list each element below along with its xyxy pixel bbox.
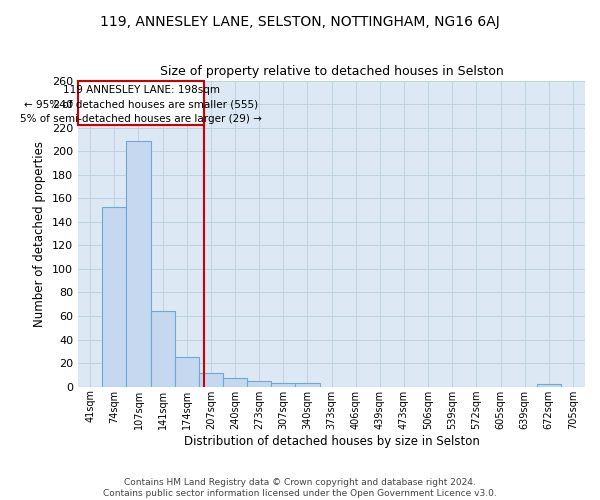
Text: Contains HM Land Registry data © Crown copyright and database right 2024.
Contai: Contains HM Land Registry data © Crown c… [103, 478, 497, 498]
Bar [175, 357, 199, 386]
Bar [223, 378, 247, 386]
Y-axis label: Number of detached properties: Number of detached properties [34, 140, 46, 326]
Bar [271, 383, 295, 386]
Bar [151, 312, 175, 386]
Bar [127, 140, 151, 386]
Text: 5% of semi-detached houses are larger (29) →: 5% of semi-detached houses are larger (2… [20, 114, 262, 124]
Bar [199, 372, 223, 386]
Bar [247, 381, 271, 386]
Bar [537, 384, 561, 386]
X-axis label: Distribution of detached houses by size in Selston: Distribution of detached houses by size … [184, 434, 479, 448]
Bar [295, 383, 320, 386]
Text: 119 ANNESLEY LANE: 198sqm: 119 ANNESLEY LANE: 198sqm [62, 86, 220, 96]
Text: 119, ANNESLEY LANE, SELSTON, NOTTINGHAM, NG16 6AJ: 119, ANNESLEY LANE, SELSTON, NOTTINGHAM,… [100, 15, 500, 29]
Bar [78, 80, 204, 126]
Bar [102, 206, 127, 386]
Text: ← 95% of detached houses are smaller (555): ← 95% of detached houses are smaller (55… [24, 100, 258, 110]
Title: Size of property relative to detached houses in Selston: Size of property relative to detached ho… [160, 65, 503, 78]
